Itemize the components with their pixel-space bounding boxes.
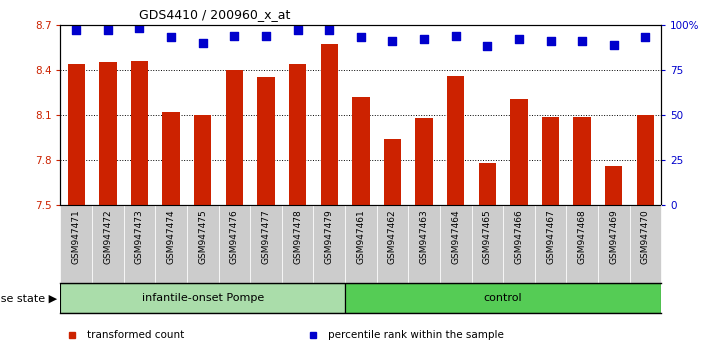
Bar — [345, 205, 377, 283]
Text: GSM947465: GSM947465 — [483, 209, 492, 264]
Bar — [503, 205, 535, 283]
Text: GDS4410 / 200960_x_at: GDS4410 / 200960_x_at — [139, 8, 290, 21]
Text: GSM947473: GSM947473 — [135, 209, 144, 264]
Text: GSM947462: GSM947462 — [388, 209, 397, 264]
Text: GSM947476: GSM947476 — [230, 209, 239, 264]
Bar — [92, 205, 124, 283]
Bar — [60, 283, 345, 313]
Text: GSM947477: GSM947477 — [262, 209, 270, 264]
Bar — [384, 139, 401, 205]
Bar — [637, 115, 654, 205]
Bar — [155, 205, 187, 283]
Text: GSM947469: GSM947469 — [609, 209, 619, 264]
Point — [418, 36, 429, 42]
Bar — [567, 205, 598, 283]
Bar — [377, 205, 408, 283]
Text: GSM947466: GSM947466 — [515, 209, 523, 264]
Point — [324, 27, 335, 33]
Bar — [314, 205, 345, 283]
Bar — [605, 166, 623, 205]
Bar — [352, 97, 370, 205]
Bar — [630, 205, 661, 283]
Text: control: control — [483, 293, 523, 303]
Bar — [225, 70, 243, 205]
Text: GSM947467: GSM947467 — [546, 209, 555, 264]
Bar — [598, 205, 630, 283]
Point — [102, 27, 114, 33]
Text: transformed count: transformed count — [87, 330, 185, 339]
Point — [166, 35, 177, 40]
Text: GSM947478: GSM947478 — [293, 209, 302, 264]
Bar — [194, 115, 211, 205]
Text: GSM947471: GSM947471 — [72, 209, 81, 264]
Text: GSM947474: GSM947474 — [166, 209, 176, 264]
Text: GSM947468: GSM947468 — [577, 209, 587, 264]
Bar — [574, 116, 591, 205]
Bar — [471, 205, 503, 283]
Bar — [257, 78, 274, 205]
Point — [450, 33, 461, 39]
Bar — [187, 205, 218, 283]
Text: GSM947463: GSM947463 — [419, 209, 429, 264]
Point — [70, 27, 82, 33]
Bar — [321, 44, 338, 205]
Text: percentile rank within the sample: percentile rank within the sample — [328, 330, 503, 339]
Text: infantile-onset Pompe: infantile-onset Pompe — [141, 293, 264, 303]
Text: GSM947470: GSM947470 — [641, 209, 650, 264]
Bar — [447, 76, 464, 205]
Point — [260, 33, 272, 39]
Point — [387, 38, 398, 44]
Bar — [124, 205, 155, 283]
Point — [481, 44, 493, 49]
Bar — [479, 163, 496, 205]
Bar — [408, 205, 440, 283]
Point — [608, 42, 619, 47]
Bar — [250, 205, 282, 283]
Point — [292, 27, 304, 33]
Text: GSM947479: GSM947479 — [325, 209, 333, 264]
Bar — [282, 205, 314, 283]
Bar — [162, 112, 180, 205]
Text: GSM947475: GSM947475 — [198, 209, 207, 264]
Text: GSM947461: GSM947461 — [356, 209, 365, 264]
Bar — [218, 205, 250, 283]
Point — [356, 35, 367, 40]
Bar — [542, 116, 560, 205]
Text: disease state ▶: disease state ▶ — [0, 293, 57, 303]
Bar — [289, 64, 306, 205]
Point — [197, 40, 208, 46]
Text: GSM947464: GSM947464 — [451, 209, 460, 264]
Point — [513, 36, 525, 42]
Bar — [535, 205, 567, 283]
Point — [545, 38, 556, 44]
Point — [640, 35, 651, 40]
Bar — [68, 64, 85, 205]
Bar — [510, 98, 528, 205]
Bar — [99, 62, 117, 205]
Point — [134, 25, 145, 31]
Bar — [415, 118, 433, 205]
Point — [229, 33, 240, 39]
Text: GSM947472: GSM947472 — [103, 209, 112, 264]
Bar — [345, 283, 661, 313]
Bar — [440, 205, 471, 283]
Bar — [60, 205, 92, 283]
Bar — [131, 61, 148, 205]
Point — [577, 38, 588, 44]
